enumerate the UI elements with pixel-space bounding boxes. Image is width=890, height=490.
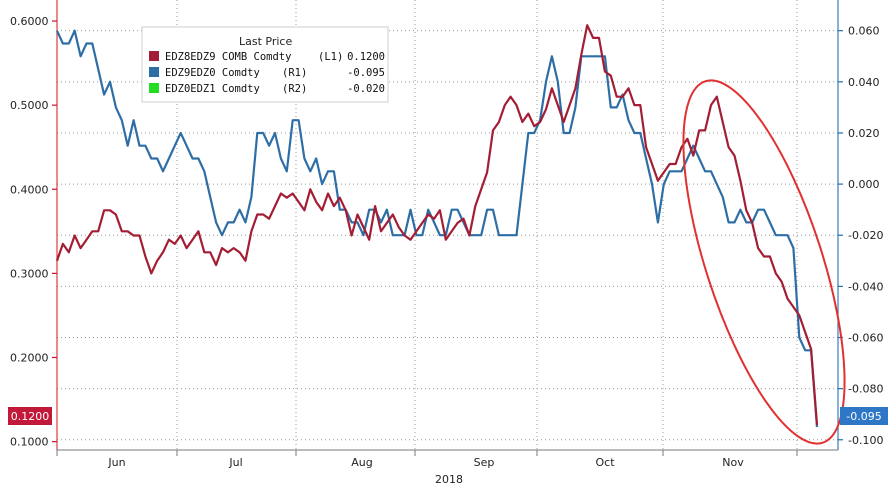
- legend-entry-2-name: EDZ9EDZ0 Comdty: [165, 67, 260, 79]
- right-tick-label: -0.100: [848, 434, 883, 447]
- legend-entry-3-axis: (R2): [282, 83, 307, 95]
- legend-swatch-2: [149, 67, 159, 77]
- right-tick-label: 0.040: [848, 76, 880, 89]
- series-line-EDZ9EDZ0 Comdty: [56, 29, 819, 428]
- x-tick-label: Oct: [595, 456, 615, 469]
- legend-swatch-1: [149, 51, 159, 61]
- x-tick-label: Jun: [107, 456, 125, 469]
- right-tick-label: 0.060: [848, 25, 880, 38]
- left-tick-label: 0.2000: [10, 351, 49, 364]
- left-tick-label: 0.4000: [10, 183, 49, 196]
- series-layer: [55, 24, 819, 428]
- right-tick-label: -0.020: [848, 229, 883, 242]
- left-axis-ticks: 0.6000 0.5000 0.4000 0.3000 0.2000 0.1000: [10, 15, 57, 449]
- x-axis-ticks: Jun Jul Aug Sep Oct Nov: [56, 450, 798, 469]
- highlight-ellipse: [682, 79, 846, 445]
- legend-entry-3-value: -0.020: [347, 83, 385, 95]
- left-end-tag-box: [8, 407, 52, 425]
- left-end-tag: 0.1200: [8, 407, 52, 425]
- legend-entry-1-name: EDZ8EDZ9 COMB Comdty: [165, 51, 291, 63]
- legend-entry-2-axis: (R1): [282, 67, 307, 79]
- legend-title: Last Price: [239, 35, 292, 48]
- right-end-tag: -0.095: [840, 407, 888, 425]
- left-tick-label: 0.6000: [10, 15, 49, 28]
- left-tick-label: 0.3000: [10, 267, 49, 280]
- x-tick-label: Aug: [351, 456, 372, 469]
- x-axis-year-label: 2018: [435, 473, 463, 486]
- x-tick-label: Jul: [228, 456, 242, 469]
- right-tick-label: -0.060: [848, 332, 883, 345]
- legend-entry-1-axis: (L1): [318, 51, 343, 63]
- legend-entry-2-value: -0.095: [347, 67, 385, 79]
- left-tick-label: 0.1000: [10, 436, 49, 449]
- x-tick-label: Nov: [722, 456, 744, 469]
- right-tick-label: -0.040: [848, 280, 883, 293]
- right-tick-label: 0.000: [848, 178, 880, 191]
- right-axis-ticks: 0.060 0.040 0.020 0.000 -0.020 -0.040 -0.060 -0…: [838, 25, 883, 447]
- right-end-tag-box: [840, 407, 888, 425]
- x-tick-label: Sep: [474, 456, 495, 469]
- legend-box: [141, 26, 389, 103]
- legend-entry-1-value: 0.1200: [347, 51, 385, 63]
- legend: Last Price EDZ8EDZ9 COMB Comdty (L1) 0.1…: [141, 26, 389, 103]
- right-tick-label: -0.080: [848, 383, 883, 396]
- legend-entry-3-name: EDZ0EDZ1 Comdty: [165, 83, 260, 95]
- left-tick-label: 0.5000: [10, 99, 49, 112]
- series-line-EDZ8EDZ9 COMB Comdty: [55, 24, 819, 425]
- left-end-tag-value: 0.1200: [11, 410, 50, 423]
- right-tick-label: 0.020: [848, 127, 880, 140]
- legend-swatch-3: [149, 83, 159, 93]
- right-end-tag-value: -0.095: [846, 410, 881, 423]
